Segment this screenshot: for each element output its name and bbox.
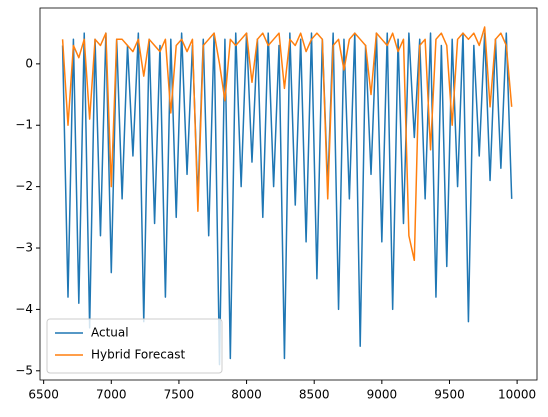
x-tick-label: 9000 — [367, 388, 398, 402]
legend-label: Hybrid Forecast — [91, 348, 186, 362]
x-tick-label: 6500 — [28, 388, 59, 402]
x-tick-label: 9500 — [434, 388, 465, 402]
y-tick-label: −2 — [15, 179, 33, 193]
line-series — [61, 26, 513, 262]
y-tick-label: −1 — [15, 118, 33, 132]
x-tick-label: 8500 — [299, 388, 330, 402]
legend-label: Actual — [91, 326, 129, 340]
y-tick-label: −5 — [15, 363, 33, 377]
legend-box — [46, 318, 223, 374]
x-tick-label: 8000 — [231, 388, 262, 402]
y-tick-label: 0 — [25, 56, 33, 70]
x-tick-label: 7000 — [96, 388, 127, 402]
x-tick-label: 10000 — [498, 388, 536, 402]
y-tick-label: −4 — [15, 302, 33, 316]
plot-frame — [39, 7, 538, 381]
x-tick-label: 7500 — [164, 388, 195, 402]
line-series — [61, 32, 513, 366]
y-tick-label: −3 — [15, 241, 33, 255]
